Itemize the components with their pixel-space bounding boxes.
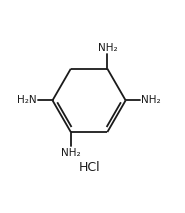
Text: NH₂: NH₂ xyxy=(61,148,81,158)
Text: H₂N: H₂N xyxy=(17,95,37,105)
Text: NH₂: NH₂ xyxy=(141,95,161,105)
Text: NH₂: NH₂ xyxy=(97,43,117,53)
Text: HCl: HCl xyxy=(78,161,100,174)
